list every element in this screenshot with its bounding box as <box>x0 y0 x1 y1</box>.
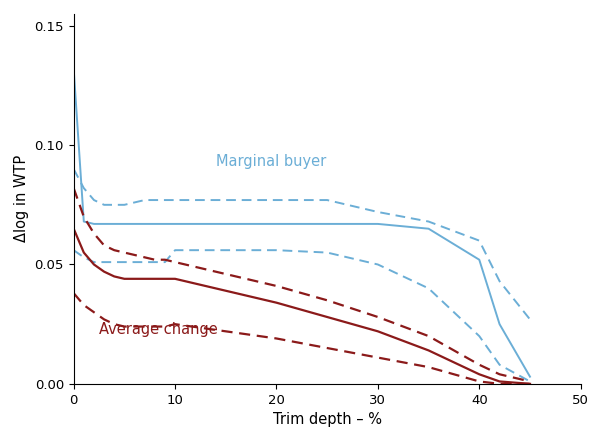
Y-axis label: Δlog in WTP: Δlog in WTP <box>14 155 29 243</box>
Text: Marginal buyer: Marginal buyer <box>216 154 326 169</box>
X-axis label: Trim depth – %: Trim depth – % <box>273 412 382 427</box>
Text: Average change: Average change <box>99 322 218 337</box>
